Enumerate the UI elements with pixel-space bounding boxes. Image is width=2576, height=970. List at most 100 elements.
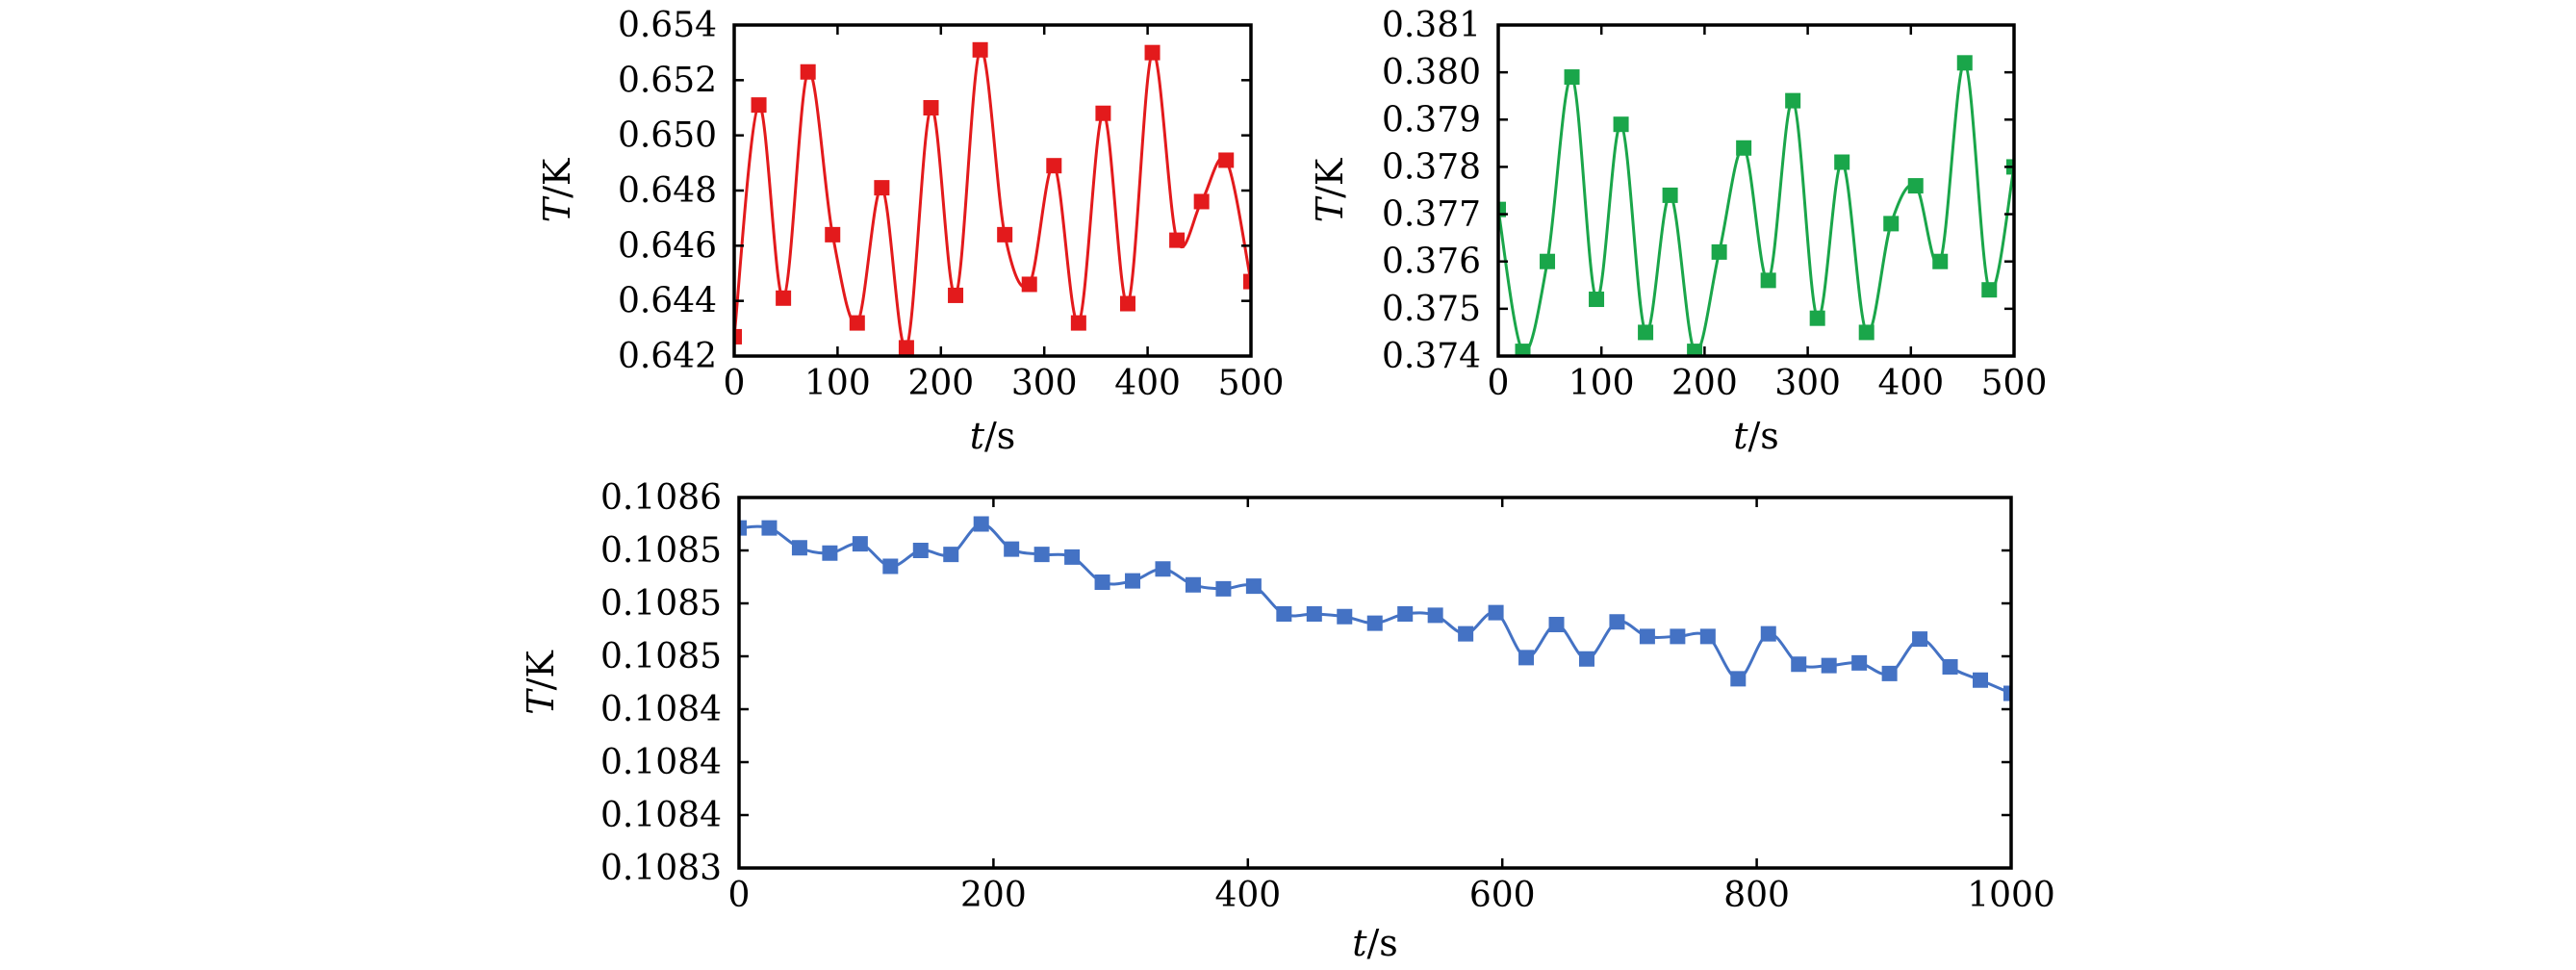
data-point [1498, 201, 1506, 217]
data-point [1932, 253, 1949, 269]
data-point [1699, 628, 1716, 645]
data-point [1564, 69, 1580, 86]
data-point [1458, 625, 1474, 642]
data-point [1144, 44, 1160, 61]
data-point [1046, 158, 1062, 174]
series-line [734, 48, 1251, 350]
data-point [1427, 607, 1443, 624]
data-point [1515, 344, 1531, 356]
data-point [800, 64, 816, 80]
y-tick-label: 0.1085 [600, 584, 722, 624]
data-point [1548, 617, 1565, 632]
x-tick-label: 100 [804, 364, 871, 403]
x-axis-label-unit: /s [984, 415, 1015, 457]
data-point [1243, 273, 1251, 290]
data-point [1791, 656, 1807, 673]
data-point [751, 97, 767, 114]
y-tick-label: 0.1084 [600, 690, 722, 729]
data-point [1540, 253, 1556, 269]
x-tick-label: 300 [1011, 364, 1078, 403]
data-point [1613, 116, 1629, 133]
data-point [948, 287, 964, 303]
data-point [822, 545, 838, 561]
x-axis-label-symbol: t [1733, 415, 1748, 457]
data-point [1094, 574, 1110, 590]
data-point [1858, 324, 1875, 341]
x-tick-label: 800 [1723, 876, 1790, 915]
y-axis-label-symbol: T [1309, 195, 1351, 222]
y-axis-label: T/K [536, 158, 578, 222]
chart-top-right: 0 100 200 300 400 500 0.374 0.375 0.376 0.377 0.37… [1309, 6, 2047, 457]
data-point [1070, 315, 1086, 331]
data-point [739, 520, 747, 536]
y-tick-label: 0.646 [618, 226, 717, 266]
x-axis-label: t/s [1352, 922, 1398, 964]
data-point [1881, 665, 1898, 681]
data-point [791, 540, 807, 556]
x-axis-label-unit: /s [1747, 415, 1778, 457]
data-point [1578, 651, 1594, 667]
data-point [972, 41, 988, 58]
data-point [1834, 154, 1850, 170]
y-tick-label: 0.378 [1382, 147, 1481, 187]
y-tick-label: 0.650 [618, 116, 717, 156]
data-point [761, 520, 778, 536]
data-point [1155, 561, 1171, 577]
data-point [1687, 344, 1703, 356]
x-tick-label: 400 [1877, 364, 1944, 403]
data-point [874, 180, 890, 196]
y-tick-label: 0.1086 [600, 478, 722, 518]
y-tick-label: 0.376 [1382, 242, 1481, 282]
data-point [1245, 578, 1262, 595]
data-point [1736, 140, 1752, 156]
data-point [1589, 292, 1605, 308]
data-point [1488, 604, 1504, 621]
y-axis-label-symbol: T [520, 688, 562, 715]
x-tick-label: 400 [1214, 876, 1281, 915]
data-point [1169, 232, 1186, 248]
y-axis-label-unit: /K [1309, 158, 1351, 198]
data-point [849, 315, 865, 331]
data-point [1185, 576, 1201, 593]
y-tick-label: 0.642 [618, 337, 717, 376]
y-tick-label: 0.1084 [600, 796, 722, 835]
y-tick-label: 0.379 [1382, 100, 1481, 140]
y-tick-label: 0.380 [1382, 53, 1481, 92]
data-point [1119, 295, 1135, 312]
data-point [973, 516, 989, 532]
x-axis-label-unit: /s [1366, 922, 1397, 964]
x-tick-label: 500 [1981, 364, 2048, 403]
data-point [1218, 152, 1235, 168]
x-tick-label: 200 [1671, 364, 1738, 403]
data-point [1981, 282, 1998, 298]
data-point [825, 226, 841, 242]
x-tick-label: 600 [1469, 876, 1536, 915]
y-axis-label-unit: /K [520, 651, 562, 691]
x-axis-label: t/s [1733, 415, 1779, 457]
data-point [1306, 606, 1322, 622]
data-point [1956, 55, 1973, 71]
chart-bottom: 0 200 400 600 800 1000 0.1083 0.1084 0.1084 0.108… [520, 478, 2055, 964]
data-point [1033, 547, 1050, 563]
data-point [2003, 685, 2011, 702]
data-point [1760, 272, 1776, 289]
data-point [882, 558, 899, 574]
y-tick-label: 0.1084 [600, 743, 722, 782]
plot-frame [1496, 23, 2016, 358]
data-point [734, 328, 742, 345]
x-axis-label-symbol: t [970, 415, 985, 457]
x-axis-label: t/s [970, 415, 1016, 457]
data-point [1366, 615, 1383, 631]
y-tick-label: 0.1085 [600, 637, 722, 676]
data-point [1215, 580, 1232, 597]
data-point [1973, 672, 1989, 688]
data-point [1276, 606, 1292, 622]
series-line [1498, 61, 2014, 354]
x-tick-label: 300 [1774, 364, 1841, 403]
y-axis-label: T/K [1309, 158, 1351, 222]
data-point [1851, 654, 1868, 671]
data-point [1809, 310, 1825, 326]
data-point [1942, 659, 1958, 675]
data-point [1670, 628, 1686, 645]
